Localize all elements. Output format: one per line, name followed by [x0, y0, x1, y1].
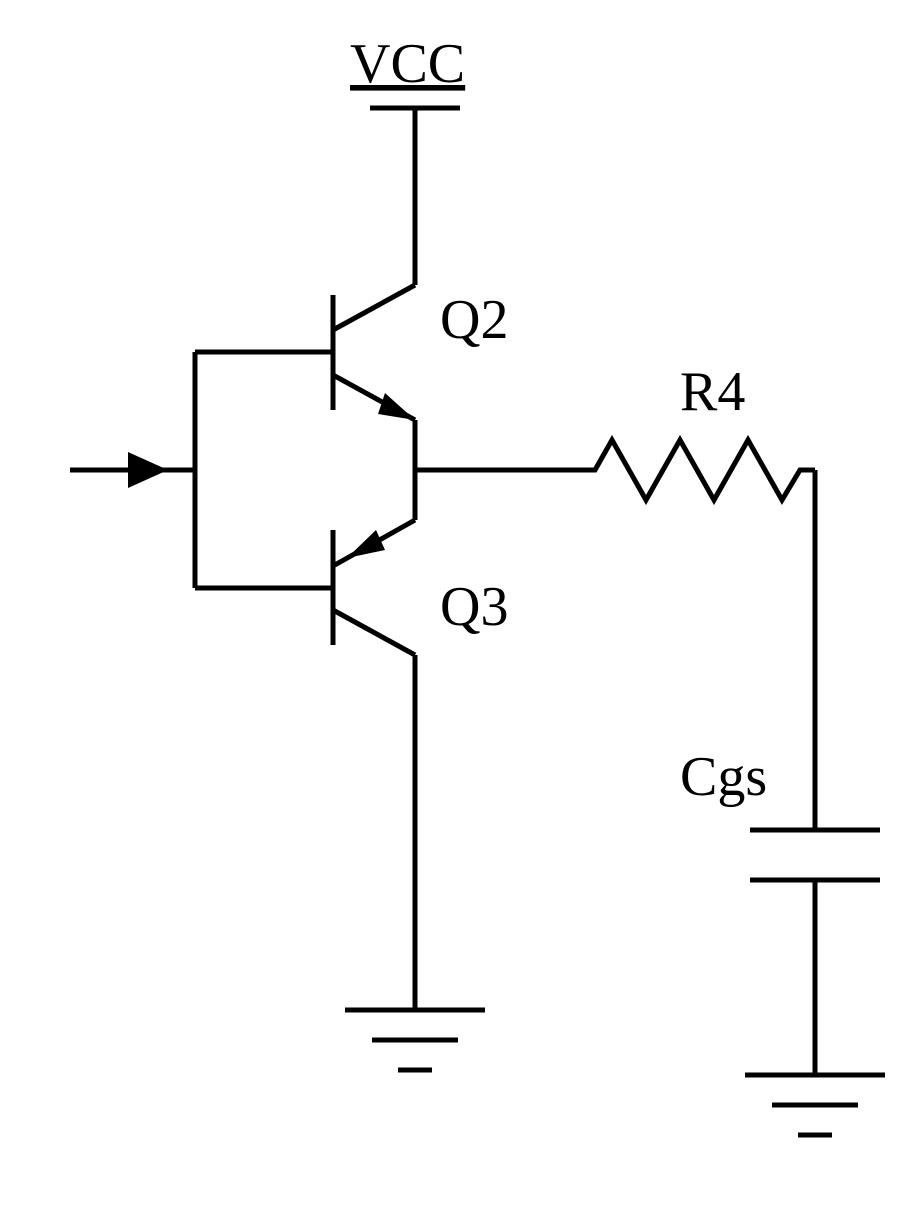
ground-right [745, 1075, 885, 1135]
ground-left [345, 1010, 485, 1070]
label-r4: R4 [680, 361, 745, 423]
label-q3: Q3 [440, 576, 508, 638]
resistor-r4 [570, 440, 815, 500]
label-q2: Q2 [440, 289, 508, 351]
capacitor-cgs [750, 830, 880, 880]
input-arrow-icon [128, 452, 168, 488]
transistor-q2 [275, 285, 415, 420]
label-vcc: VCC [350, 33, 465, 95]
circuit-diagram: VCC Q2 Q3 [0, 0, 920, 1221]
transistor-q3 [275, 520, 415, 655]
label-cgs: Cgs [680, 746, 767, 808]
